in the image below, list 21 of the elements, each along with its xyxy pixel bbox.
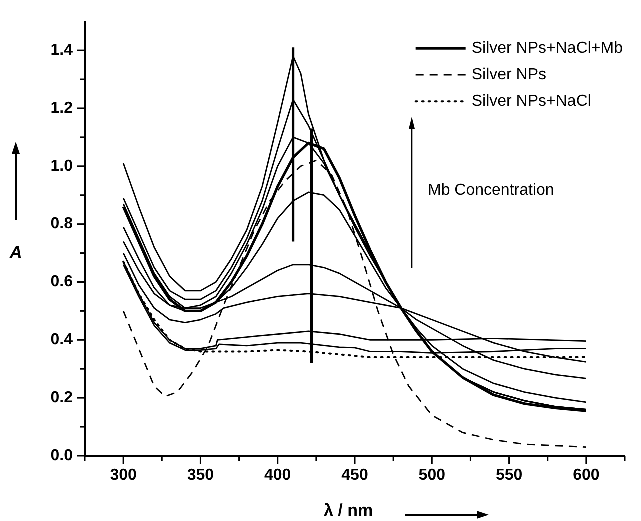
y-axis-title: A (10, 243, 22, 263)
x-axis-title: λ / nm (324, 501, 374, 521)
y-tick-label: 1.0 (50, 158, 74, 175)
y-tick-label: 1.4 (50, 42, 74, 59)
y-tick-label: 0.4 (50, 332, 74, 349)
annotation: Mb Concentration (428, 182, 554, 200)
legend-label: Silver NPs+NaCl (472, 93, 592, 110)
y-tick-label: 0.2 (50, 389, 74, 406)
x-tick-label: 400 (264, 467, 292, 484)
y-tick-label: 0.8 (50, 216, 74, 233)
x-tick-label: 350 (187, 467, 214, 484)
y-tick-label: 0.0 (50, 447, 74, 464)
legend-label: Silver NPs+NaCl+Mb (472, 40, 624, 58)
x-tick-label: 600 (573, 467, 600, 484)
y-tick-label: 0.6 (50, 274, 74, 291)
x-tick-label: 550 (496, 467, 523, 484)
x-tick-label: 300 (110, 467, 138, 484)
legend-label: Silver NPs (472, 66, 547, 84)
y-tick-label: 1.2 (50, 100, 74, 117)
x-tick-label: 450 (342, 467, 368, 484)
x-tick-label: 500 (418, 467, 446, 484)
